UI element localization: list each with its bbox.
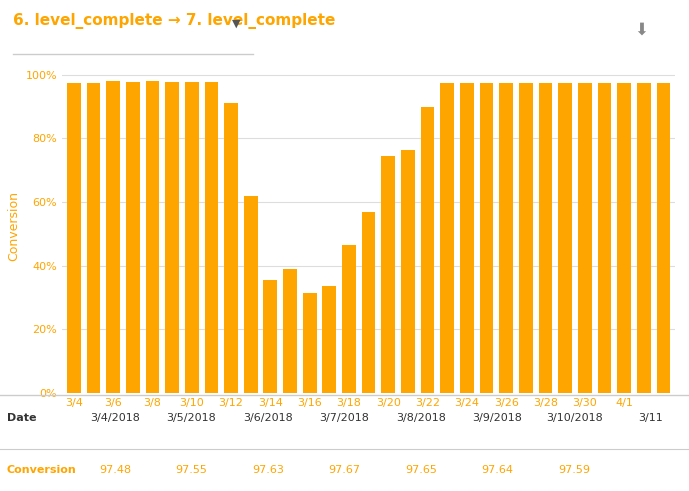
Bar: [165, 82, 179, 393]
Y-axis label: Conversion: Conversion: [7, 191, 20, 261]
Bar: [539, 83, 553, 393]
Bar: [637, 83, 650, 393]
Text: 3/5/2018: 3/5/2018: [167, 413, 216, 423]
Bar: [342, 245, 356, 393]
Bar: [205, 82, 218, 393]
Text: 97.65: 97.65: [405, 465, 437, 475]
Text: 97.67: 97.67: [329, 465, 360, 475]
Bar: [185, 82, 198, 393]
Bar: [401, 150, 415, 393]
Bar: [440, 83, 454, 393]
Bar: [480, 83, 493, 393]
Bar: [382, 156, 395, 393]
Bar: [519, 83, 533, 393]
Text: Date: Date: [7, 413, 37, 423]
Text: 3/11: 3/11: [638, 413, 663, 423]
Text: 3/7/2018: 3/7/2018: [320, 413, 369, 423]
Bar: [460, 83, 474, 393]
Bar: [67, 83, 81, 393]
Text: ⬇: ⬇: [634, 21, 648, 38]
Text: Conversion: Conversion: [7, 465, 76, 475]
Bar: [322, 286, 336, 393]
Bar: [87, 83, 101, 393]
Text: 97.48: 97.48: [99, 465, 131, 475]
Text: 3/4/2018: 3/4/2018: [90, 413, 140, 423]
Bar: [558, 83, 572, 393]
Bar: [617, 83, 631, 393]
Text: 97.63: 97.63: [252, 465, 284, 475]
Text: 3/6/2018: 3/6/2018: [243, 413, 293, 423]
Bar: [263, 280, 277, 393]
Bar: [302, 293, 316, 393]
Text: 3/8/2018: 3/8/2018: [396, 413, 446, 423]
Bar: [283, 269, 297, 393]
Text: ▼: ▼: [232, 19, 241, 28]
Bar: [500, 83, 513, 393]
Text: 97.55: 97.55: [176, 465, 207, 475]
Bar: [362, 212, 376, 393]
Bar: [145, 81, 159, 393]
Text: 6. level_complete → 7. level_complete: 6. level_complete → 7. level_complete: [13, 13, 335, 28]
Text: 97.59: 97.59: [558, 465, 590, 475]
Bar: [224, 104, 238, 393]
Text: 3/10/2018: 3/10/2018: [546, 413, 603, 423]
Bar: [421, 107, 435, 393]
Text: 97.64: 97.64: [482, 465, 513, 475]
Bar: [244, 195, 258, 393]
Bar: [578, 83, 592, 393]
Bar: [126, 82, 140, 393]
Text: 3/9/2018: 3/9/2018: [473, 413, 522, 423]
Bar: [106, 81, 120, 393]
Bar: [657, 83, 670, 393]
Bar: [597, 83, 611, 393]
